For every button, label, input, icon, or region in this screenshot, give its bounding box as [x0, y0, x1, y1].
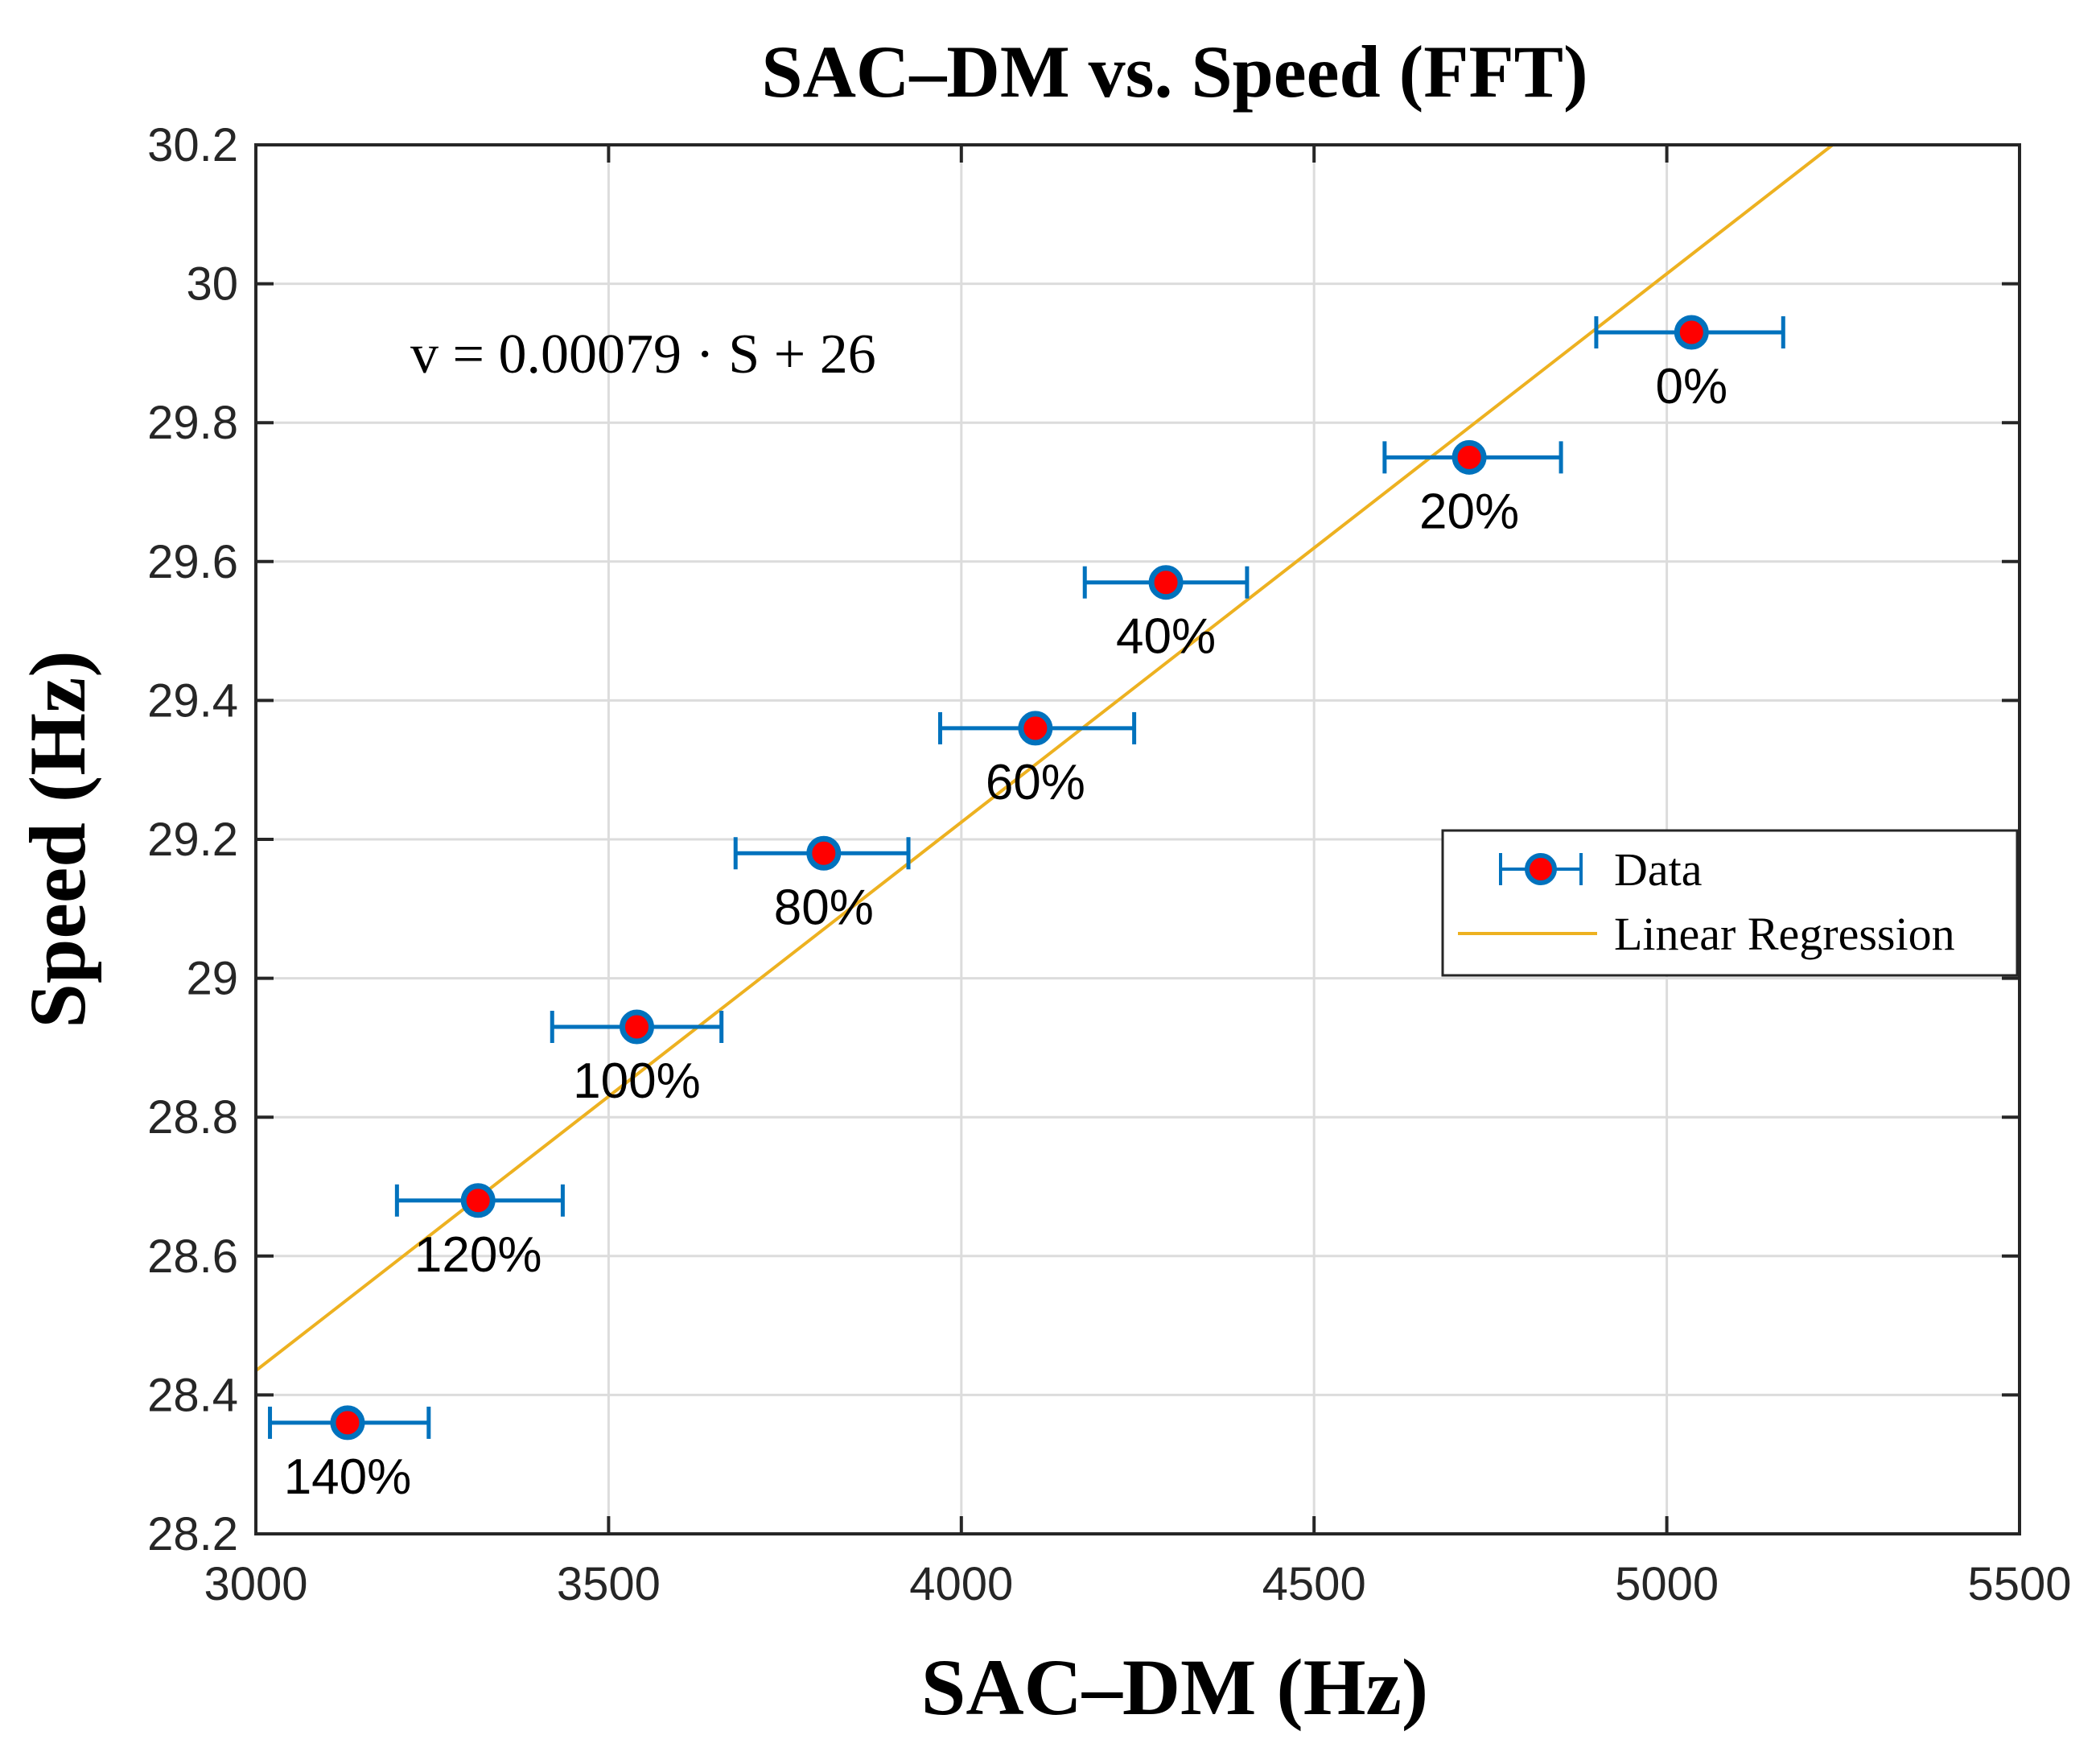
y-tick-label: 28.2 — [147, 1508, 238, 1560]
legend-label-data: Data — [1614, 843, 1703, 896]
data-point-label: 20% — [1419, 484, 1519, 539]
data-series: 0% 20% 40% 60% 80% 100% 120% 140% — [268, 315, 1785, 1505]
x-tick-label: 5500 — [1967, 1558, 2071, 1610]
regression-equation: v = 0.00079 · S + 26 — [410, 324, 876, 385]
y-tick-label: 29.6 — [147, 536, 238, 588]
y-tick-label: 29.4 — [147, 674, 238, 727]
data-point-group: 120% — [394, 1183, 565, 1283]
data-point-group: 60% — [937, 711, 1137, 810]
x-axis-label: SAC–DM (Hz) — [921, 1643, 1428, 1732]
data-point — [1674, 315, 1709, 350]
data-point-label: 60% — [986, 755, 1085, 810]
data-point-label: 100% — [573, 1053, 701, 1109]
legend-data-symbol — [1499, 853, 1583, 885]
grid-lines — [256, 145, 2020, 1534]
data-point-label: 140% — [284, 1449, 412, 1505]
y-tick-label: 30.2 — [147, 119, 238, 171]
regression-line — [256, 145, 1834, 1372]
x-tick-label: 3500 — [557, 1558, 661, 1610]
data-point-group: 140% — [268, 1405, 431, 1505]
y-tick-label: 29.2 — [147, 814, 238, 866]
data-point-label: 80% — [774, 880, 874, 935]
x-tick-label: 5000 — [1615, 1558, 1719, 1610]
y-tick-label: 28.6 — [147, 1230, 238, 1283]
y-tick-label: 28.8 — [147, 1091, 238, 1144]
axis-ticks: 3000 3500 4000 4500 5000 5500 28.2 28.4 28.6 28.8… — [147, 119, 2071, 1610]
data-point — [1148, 565, 1184, 600]
x-tick-label: 4500 — [1262, 1558, 1366, 1610]
data-point — [806, 835, 842, 871]
y-tick-label: 30 — [186, 258, 238, 311]
data-point — [330, 1405, 365, 1441]
data-point — [460, 1183, 496, 1218]
y-tick-label: 28.4 — [147, 1369, 238, 1421]
data-point-group: 100% — [550, 1009, 724, 1109]
data-point — [1451, 439, 1487, 475]
data-point-group: 80% — [733, 835, 911, 935]
data-point — [619, 1009, 654, 1045]
legend-label-regression: Linear Regression — [1614, 908, 1955, 960]
x-tick-label: 3000 — [204, 1558, 307, 1610]
x-tick-label: 4000 — [909, 1558, 1013, 1610]
data-point — [1018, 711, 1053, 746]
legend: Data Linear Regression — [1441, 829, 2019, 977]
y-axis-label: Speed (Hz) — [13, 650, 102, 1028]
data-point-group: 0% — [1594, 315, 1785, 414]
regression-series — [256, 145, 1834, 1372]
data-point-label: 120% — [414, 1227, 542, 1283]
chart-title: SAC–DM vs. Speed (FFT) — [761, 31, 1587, 113]
data-point-group: 20% — [1382, 439, 1563, 539]
data-point-label: 0% — [1655, 359, 1727, 414]
data-point-label: 40% — [1116, 609, 1216, 665]
data-point-group: 40% — [1082, 565, 1250, 665]
y-tick-label: 29.8 — [147, 397, 238, 449]
y-tick-label: 29 — [186, 953, 238, 1005]
